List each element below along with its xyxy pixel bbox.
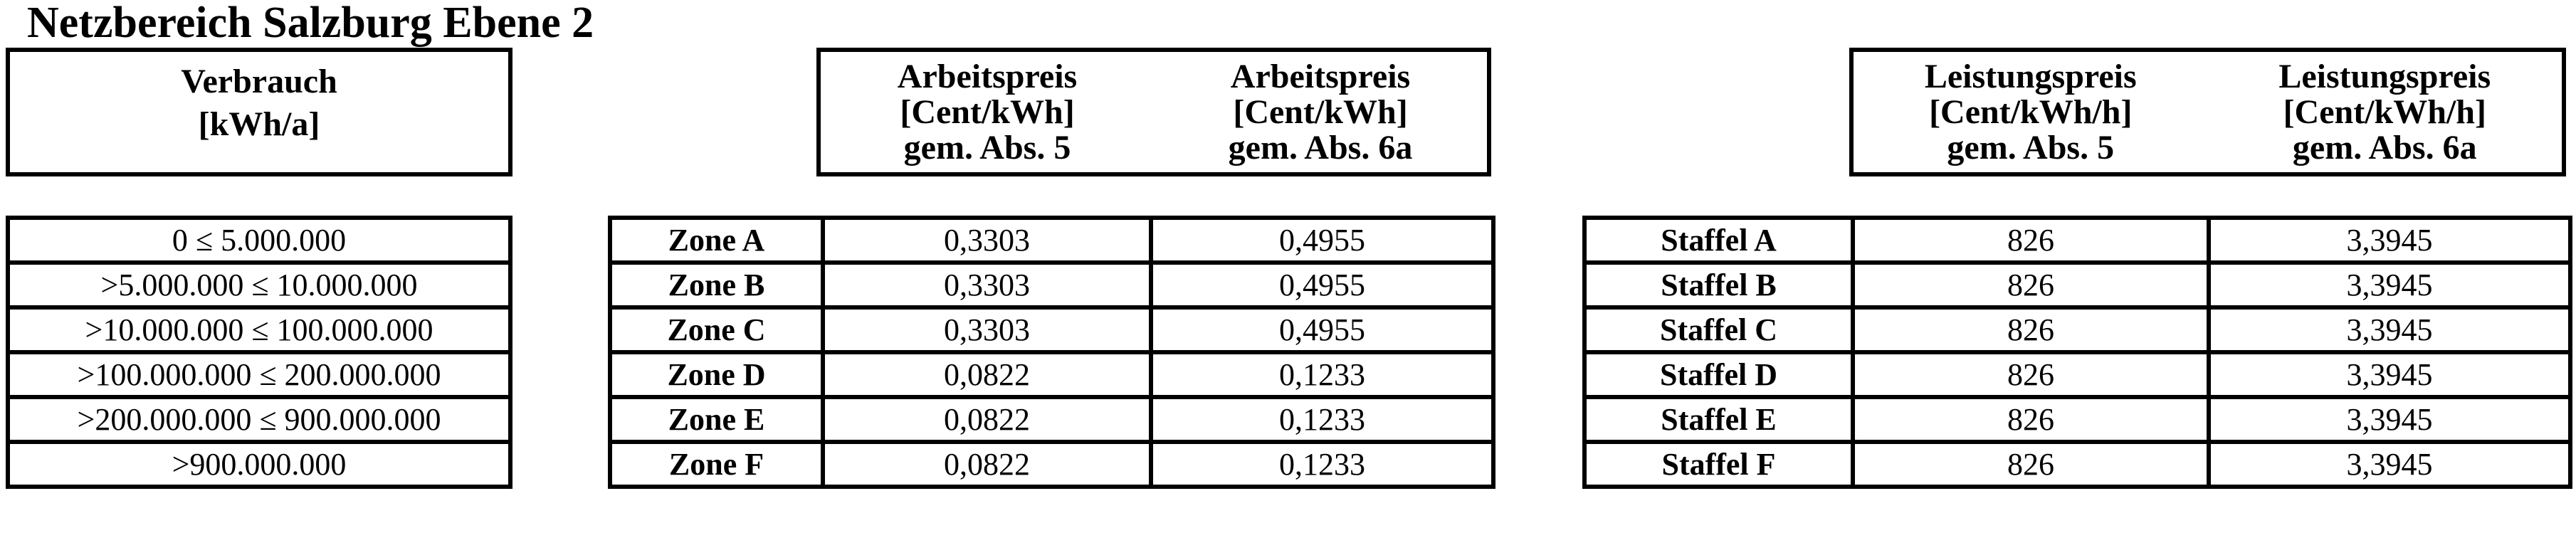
consumption-range-cell: >200.000.000 ≤ 900.000.000	[6, 395, 512, 444]
staffel-label-cell: Staffel C	[1582, 305, 1855, 354]
abs5-value-cell: 0,0822	[821, 395, 1153, 444]
arbeitspreis-abs6a-header-line2: [Cent/kWh]	[1233, 93, 1408, 131]
staffel-label-cell: Staffel A	[1582, 216, 1855, 265]
table-row: Staffel B 826 3,3945	[1582, 260, 2572, 310]
abs5-value-cell: 826	[1851, 260, 2211, 310]
zone-label-cell: Zone D	[608, 350, 825, 399]
abs6a-value-cell: 0,4955	[1149, 305, 1495, 354]
table-row: Staffel C 826 3,3945	[1582, 305, 2572, 354]
consumption-range-cell: >5.000.000 ≤ 10.000.000	[6, 260, 512, 310]
arbeitspreis-table: Zone A 0,3303 0,4955 Zone B 0,3303 0,495…	[608, 216, 1495, 489]
table-row: >200.000.000 ≤ 900.000.000	[6, 395, 512, 444]
abs6a-value-cell: 0,4955	[1149, 216, 1495, 265]
leistungspreis-abs5-header: Leistungspreis [Cent/kWh/h] gem. Abs. 5	[1854, 52, 2208, 172]
abs6a-value-cell: 3,3945	[2207, 440, 2572, 489]
leistungspreis-abs5-header-line3: gem. Abs. 5	[1947, 129, 2115, 167]
leistungspreis-abs6a-header-line2: [Cent/kWh/h]	[2283, 93, 2486, 131]
abs6a-value-cell: 0,1233	[1149, 440, 1495, 489]
staffel-label-cell: Staffel D	[1582, 350, 1855, 399]
abs5-value-cell: 826	[1851, 350, 2211, 399]
table-row: Zone D 0,0822 0,1233	[608, 350, 1495, 399]
abs6a-value-cell: 3,3945	[2207, 260, 2572, 310]
abs5-value-cell: 826	[1851, 395, 2211, 444]
abs5-value-cell: 0,3303	[821, 305, 1153, 354]
table-row: Zone A 0,3303 0,4955	[608, 216, 1495, 265]
zone-label-cell: Zone C	[608, 305, 825, 354]
leistungspreis-abs6a-header-line3: gem. Abs. 6a	[2292, 129, 2477, 167]
table-row: Staffel A 826 3,3945	[1582, 216, 2572, 265]
leistungspreis-header-box: Leistungspreis [Cent/kWh/h] gem. Abs. 5 …	[1849, 48, 2566, 176]
staffel-label-cell: Staffel E	[1582, 395, 1855, 444]
arbeitspreis-abs6a-header-line3: gem. Abs. 6a	[1228, 129, 1413, 167]
abs6a-value-cell: 3,3945	[2207, 216, 2572, 265]
table-row: Zone C 0,3303 0,4955	[608, 305, 1495, 354]
consumption-header-box: Verbrauch [kWh/a]	[6, 48, 512, 176]
consumption-table: 0 ≤ 5.000.000 >5.000.000 ≤ 10.000.000 >1…	[6, 216, 512, 489]
staffel-label-cell: Staffel B	[1582, 260, 1855, 310]
abs5-value-cell: 0,0822	[821, 440, 1153, 489]
consumption-range-cell: 0 ≤ 5.000.000	[6, 216, 512, 265]
table-row: >5.000.000 ≤ 10.000.000	[6, 260, 512, 310]
leistungspreis-abs6a-header-line1: Leistungspreis	[2278, 58, 2491, 95]
staffel-label-cell: Staffel F	[1582, 440, 1855, 489]
abs5-value-cell: 826	[1851, 216, 2211, 265]
abs5-value-cell: 0,3303	[821, 216, 1153, 265]
arbeitspreis-abs6a-header: Arbeitspreis [Cent/kWh] gem. Abs. 6a	[1154, 52, 1487, 172]
abs5-value-cell: 826	[1851, 440, 2211, 489]
zone-label-cell: Zone A	[608, 216, 825, 265]
arbeitspreis-abs5-header-line3: gem. Abs. 5	[903, 129, 1071, 167]
consumption-range-cell: >900.000.000	[6, 440, 512, 489]
arbeitspreis-abs5-header-line1: Arbeitspreis	[897, 58, 1078, 95]
table-row: Staffel E 826 3,3945	[1582, 395, 2572, 444]
table-row: Staffel F 826 3,3945	[1582, 440, 2572, 489]
arbeitspreis-header-box: Arbeitspreis [Cent/kWh] gem. Abs. 5 Arbe…	[816, 48, 1491, 176]
consumption-header-line1: Verbrauch	[181, 63, 337, 100]
table-row: >900.000.000	[6, 440, 512, 489]
leistungspreis-abs5-header-line1: Leistungspreis	[1924, 58, 2137, 95]
zone-label-cell: Zone B	[608, 260, 825, 310]
abs6a-value-cell: 0,1233	[1149, 350, 1495, 399]
leistungspreis-table: Staffel A 826 3,3945 Staffel B 826 3,394…	[1582, 216, 2572, 489]
table-row: Staffel D 826 3,3945	[1582, 350, 2572, 399]
abs6a-value-cell: 0,1233	[1149, 395, 1495, 444]
abs6a-value-cell: 3,3945	[2207, 350, 2572, 399]
arbeitspreis-abs6a-header-line1: Arbeitspreis	[1230, 58, 1411, 95]
table-row: >100.000.000 ≤ 200.000.000	[6, 350, 512, 399]
consumption-range-cell: >100.000.000 ≤ 200.000.000	[6, 350, 512, 399]
consumption-range-cell: >10.000.000 ≤ 100.000.000	[6, 305, 512, 354]
zone-label-cell: Zone E	[608, 395, 825, 444]
abs6a-value-cell: 0,4955	[1149, 260, 1495, 310]
abs6a-value-cell: 3,3945	[2207, 305, 2572, 354]
leistungspreis-abs6a-header: Leistungspreis [Cent/kWh/h] gem. Abs. 6a	[2208, 52, 2562, 172]
table-row: Zone E 0,0822 0,1233	[608, 395, 1495, 444]
leistungspreis-abs5-header-line2: [Cent/kWh/h]	[1929, 93, 2133, 131]
abs5-value-cell: 826	[1851, 305, 2211, 354]
abs5-value-cell: 0,0822	[821, 350, 1153, 399]
table-row: Zone B 0,3303 0,4955	[608, 260, 1495, 310]
arbeitspreis-abs5-header: Arbeitspreis [Cent/kWh] gem. Abs. 5	[821, 52, 1154, 172]
zone-label-cell: Zone F	[608, 440, 825, 489]
consumption-header-line2: [kWh/a]	[198, 105, 320, 143]
abs5-value-cell: 0,3303	[821, 260, 1153, 310]
table-row: Zone F 0,0822 0,1233	[608, 440, 1495, 489]
table-row: >10.000.000 ≤ 100.000.000	[6, 305, 512, 354]
arbeitspreis-abs5-header-line2: [Cent/kWh]	[900, 93, 1075, 131]
page-title: Netzbereich Salzburg Ebene 2	[27, 0, 594, 47]
table-row: 0 ≤ 5.000.000	[6, 216, 512, 265]
abs6a-value-cell: 3,3945	[2207, 395, 2572, 444]
